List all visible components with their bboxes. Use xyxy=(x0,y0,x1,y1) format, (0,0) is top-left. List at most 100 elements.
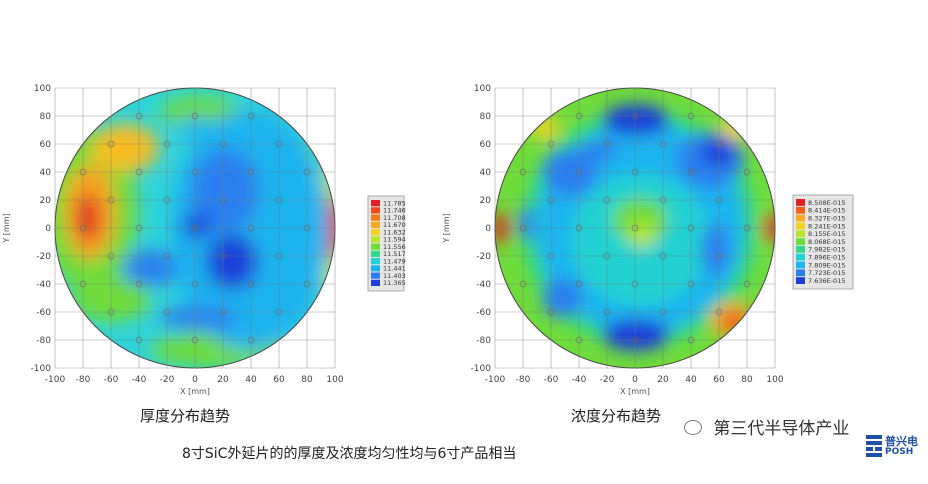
concentration-legend-swatch xyxy=(796,230,805,238)
concentration-y-tick-label: -80 xyxy=(476,336,491,346)
thickness-measure-point xyxy=(79,280,87,288)
thickness-measure-point xyxy=(191,168,199,176)
concentration-measure-point xyxy=(519,280,527,288)
thickness-measure-point xyxy=(135,336,143,344)
concentration-measure-point xyxy=(687,224,695,232)
concentration-legend-swatch xyxy=(796,261,805,269)
concentration-measure-point xyxy=(575,112,583,120)
logo-en-text: POSH xyxy=(885,447,914,457)
concentration-measure-point xyxy=(575,336,583,344)
thickness-x-tick-label: 0 xyxy=(192,375,198,385)
concentration-x-tick-label: 0 xyxy=(632,375,638,385)
concentration-measure-point xyxy=(631,224,639,232)
thickness-legend-value: 11.746 xyxy=(383,207,406,215)
thickness-measure-point xyxy=(275,140,283,148)
thickness-measure-point xyxy=(247,280,255,288)
thickness-legend-value: 11.785 xyxy=(383,199,406,207)
concentration-legend-value: 8.327E-015 xyxy=(808,214,845,222)
concentration-legend-value: 7.636E-015 xyxy=(808,277,845,285)
concentration-x-tick-label: 80 xyxy=(741,375,753,385)
concentration-measure-point xyxy=(715,252,723,260)
thickness-legend-swatch xyxy=(371,200,380,207)
thickness-measure-point xyxy=(163,252,171,260)
thickness-legend-value: 11.365 xyxy=(383,279,406,287)
thickness-map-panel: -100 -80 -60 -40 -20 0 20 40 60 80 100 100 80 60 40 20… xyxy=(2,84,406,396)
thickness-x-tick-label: 20 xyxy=(217,375,229,385)
thickness-measure-point xyxy=(135,112,143,120)
concentration-x-tick-label: -60 xyxy=(544,375,559,385)
concentration-measure-point xyxy=(547,140,555,148)
watermark-text: 第三代半导体产业 xyxy=(713,419,850,439)
thickness-legend-value: 11.556 xyxy=(383,243,406,251)
logo-cn-text: 普兴电 xyxy=(885,435,918,448)
concentration-legend-swatch xyxy=(796,199,805,206)
concentration-x-tick-label: -40 xyxy=(572,375,587,385)
thickness-legend-swatch xyxy=(371,265,380,272)
summary-caption: 8寸SiC外延片的的厚度及浓度均匀性均与6寸产品相当 xyxy=(182,446,517,462)
concentration-x-ticks: -100 -80 -60 -40 -20 0 20 40 60 80 100 xyxy=(485,375,784,385)
concentration-legend-value: 8.241E-015 xyxy=(808,222,845,230)
concentration-measure-point xyxy=(575,280,583,288)
concentration-x-axis-label: X [mm] xyxy=(620,387,650,396)
concentration-legend-swatch xyxy=(796,238,805,245)
thickness-legend-swatch xyxy=(371,272,380,279)
thickness-measure-point xyxy=(219,252,227,260)
concentration-x-tick-label: 100 xyxy=(766,375,783,385)
thickness-measure-point xyxy=(163,140,171,148)
concentration-measure-point xyxy=(743,280,751,288)
logo-mark-icon xyxy=(866,435,882,457)
thickness-measure-point xyxy=(219,140,227,148)
concentration-measure-point xyxy=(631,280,639,288)
concentration-measure-point xyxy=(603,308,611,316)
thickness-legend-value: 11.632 xyxy=(383,228,406,236)
concentration-legend-swatch xyxy=(796,245,805,253)
thickness-measure-point xyxy=(79,224,87,232)
thickness-x-axis-label: X [mm] xyxy=(180,387,210,396)
concentration-legend-swatch xyxy=(796,206,805,214)
thickness-y-tick-label: 0 xyxy=(45,224,51,234)
concentration-y-tick-label: 0 xyxy=(485,224,491,234)
concentration-measure-point xyxy=(659,252,667,260)
concentration-y-tick-label: 80 xyxy=(480,112,492,122)
thickness-y-tick-label: -40 xyxy=(36,280,51,290)
concentration-caption: 浓度分布趋势 xyxy=(571,407,662,425)
thickness-measure-point xyxy=(107,196,115,204)
concentration-measure-point xyxy=(715,308,723,316)
concentration-legend-value: 8.508E-015 xyxy=(808,199,845,207)
thickness-measure-point xyxy=(247,112,255,120)
concentration-y-ticks: 100 80 60 40 20 0 -20 -40 -60 -80 -100 xyxy=(471,84,492,374)
concentration-measure-point xyxy=(519,168,527,176)
concentration-measure-point xyxy=(519,224,527,232)
thickness-caption: 厚度分布趋势 xyxy=(140,407,231,425)
wechat-icon xyxy=(684,420,702,435)
concentration-measure-point xyxy=(603,196,611,204)
thickness-legend-swatch xyxy=(371,258,380,265)
concentration-measure-point xyxy=(547,252,555,260)
thickness-measure-point xyxy=(135,224,143,232)
thickness-legend-value: 11.403 xyxy=(383,272,406,280)
concentration-legend-swatch xyxy=(796,269,805,277)
thickness-y-axis-label: Y [mm] xyxy=(2,213,11,243)
thickness-measure-point xyxy=(191,224,199,232)
concentration-legend-swatch xyxy=(796,277,805,284)
thickness-legend-swatch xyxy=(371,236,380,243)
concentration-y-tick-label: 100 xyxy=(474,84,491,94)
concentration-y-tick-label: 40 xyxy=(480,168,492,178)
concentration-x-tick-label: 20 xyxy=(657,375,669,385)
thickness-y-tick-label: -60 xyxy=(36,308,51,318)
thickness-legend-swatch xyxy=(371,229,380,236)
posh-logo: 普兴电 POSH xyxy=(866,433,928,459)
concentration-measure-point xyxy=(715,196,723,204)
thickness-measure-point xyxy=(79,168,87,176)
concentration-y-tick-label: -100 xyxy=(471,364,492,374)
concentration-x-tick-label: 60 xyxy=(713,375,725,385)
thickness-measure-point xyxy=(191,280,199,288)
thickness-x-tick-label: 80 xyxy=(301,375,313,385)
thickness-legend-swatch xyxy=(371,221,380,228)
concentration-legend-swatch xyxy=(796,253,805,261)
thickness-legend-value: 11.441 xyxy=(383,265,406,273)
concentration-y-tick-label: -20 xyxy=(476,252,491,262)
thickness-y-tick-label: 40 xyxy=(40,168,52,178)
concentration-measure-point xyxy=(631,112,639,120)
concentration-measure-point xyxy=(687,112,695,120)
